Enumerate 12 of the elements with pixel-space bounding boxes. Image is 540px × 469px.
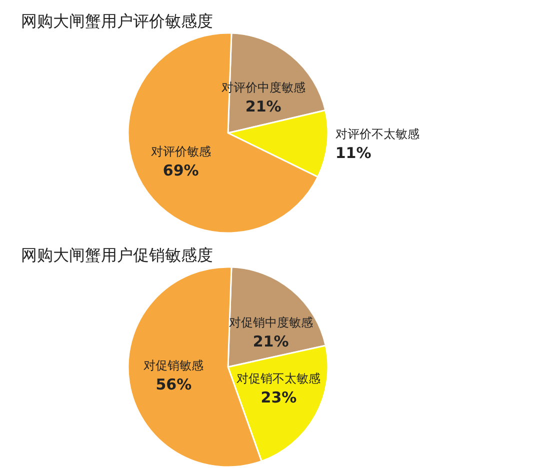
data-label: 23% bbox=[260, 388, 297, 406]
slice-label: 对评价敏感 bbox=[150, 144, 211, 158]
data-label: 21% bbox=[252, 332, 289, 350]
slice-label: 对促销敏感 bbox=[144, 358, 204, 372]
chart-title: 网购大闸蟹用户促销敏感度 bbox=[21, 246, 213, 264]
slice-label: 对评价不太敏感 bbox=[335, 127, 420, 142]
chart-title: 网购大闸蟹用户评价敏感度 bbox=[21, 12, 213, 30]
slice-label: 对促销不太敏感 bbox=[236, 371, 321, 386]
data-label: 56% bbox=[156, 375, 192, 394]
data-label: 69% bbox=[162, 161, 199, 180]
data-label: 11% bbox=[335, 144, 372, 162]
data-label: 21% bbox=[245, 98, 282, 116]
